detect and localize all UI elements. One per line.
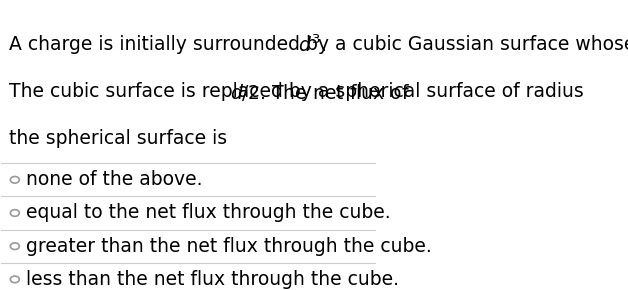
Text: $d$/2. The net flux of: $d$/2. The net flux of: [230, 81, 411, 103]
Text: A charge is initially surrounded by a cubic Gaussian surface whose volume is: A charge is initially surrounded by a cu…: [9, 35, 628, 54]
Text: $d^3$.: $d^3$.: [298, 35, 326, 56]
Text: greater than the net flux through the cube.: greater than the net flux through the cu…: [26, 237, 431, 256]
Text: less than the net flux through the cube.: less than the net flux through the cube.: [26, 270, 399, 289]
Text: The cubic surface is replaced by a spherical surface of radius: The cubic surface is replaced by a spher…: [9, 81, 590, 101]
Text: none of the above.: none of the above.: [26, 170, 202, 189]
Text: the spherical surface is: the spherical surface is: [9, 129, 227, 148]
Text: equal to the net flux through the cube.: equal to the net flux through the cube.: [26, 204, 390, 222]
